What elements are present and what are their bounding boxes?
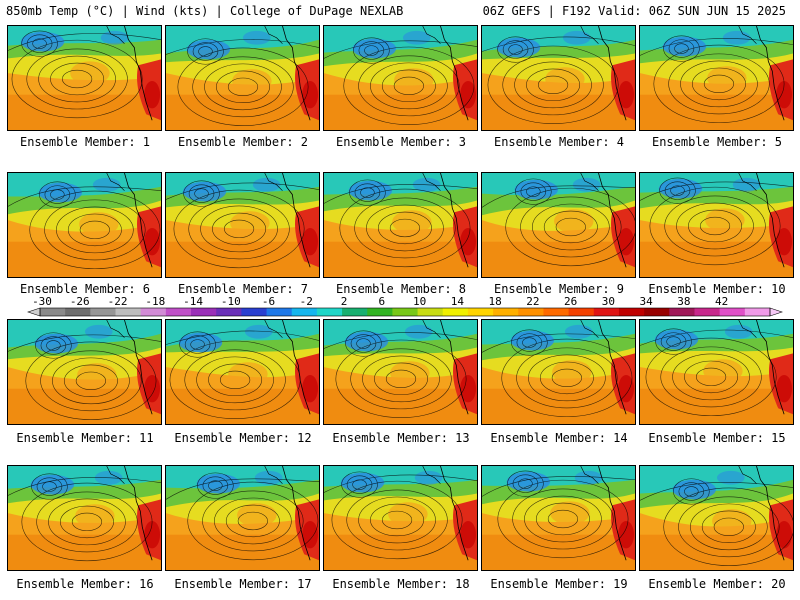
colorbar-tick-label: -22 [107, 295, 128, 308]
member-caption-1: Ensemble Member: 1 [19, 135, 151, 149]
member-map-6 [7, 172, 162, 278]
member-map-2 [165, 25, 320, 131]
colorbar-swatch [618, 308, 645, 316]
colorbar-swatch [744, 308, 771, 316]
colorbar-tick-label: 6 [378, 295, 386, 308]
colorbar-tick-label: 42 [715, 295, 729, 308]
colorbar-tick-label: -26 [69, 295, 90, 308]
member-map-5 [639, 25, 794, 131]
member-map-16 [7, 465, 162, 571]
member-map-15 [639, 319, 794, 425]
member-caption-5: Ensemble Member: 5 [651, 135, 783, 149]
colorbar-tick-label: 2 [340, 295, 348, 308]
colorbar-tick-label: 30 [601, 295, 615, 308]
colorbar-swatch [342, 308, 368, 316]
member-map-4 [481, 25, 636, 131]
member-caption-7: Ensemble Member: 7 [177, 282, 309, 296]
colorbar-swatch [467, 308, 494, 316]
colorbar-swatch [493, 308, 519, 316]
member-caption-18: Ensemble Member: 18 [332, 577, 470, 591]
colorbar-low-arrow [27, 307, 41, 317]
colorbar-swatch [694, 308, 721, 316]
member-map-10 [639, 172, 794, 278]
member-caption-12: Ensemble Member: 12 [174, 431, 312, 445]
member-map-3 [323, 25, 478, 131]
member-map-7 [165, 172, 320, 278]
member-caption-17: Ensemble Member: 17 [174, 577, 312, 591]
colorbar-swatch [669, 308, 695, 316]
colorbar-high-arrow [769, 307, 783, 317]
member-caption-6: Ensemble Member: 6 [19, 282, 151, 296]
member-caption-13: Ensemble Member: 13 [332, 431, 470, 445]
colorbar-tick-label: 38 [677, 295, 691, 308]
colorbar-tick-label: 26 [563, 295, 578, 308]
member-caption-11: Ensemble Member: 11 [16, 431, 154, 445]
member-map-8 [323, 172, 478, 278]
member-caption-8: Ensemble Member: 8 [335, 282, 467, 296]
colorbar-swatch [719, 308, 746, 316]
colorbar-swatch [140, 308, 167, 316]
member-map-13 [323, 319, 478, 425]
colorbar-swatch [115, 308, 142, 316]
colorbar-swatch [442, 308, 469, 316]
colorbar-swatch [518, 308, 544, 316]
header-title: 850mb Temp (°C) | Wind (kts) | College o… [6, 4, 404, 18]
colorbar-tick-label: 22 [526, 295, 540, 308]
colorbar-swatch [165, 308, 192, 316]
member-caption-2: Ensemble Member: 2 [177, 135, 309, 149]
colorbar-tick-label: 14 [450, 295, 464, 308]
member-caption-20: Ensemble Member: 20 [648, 577, 786, 591]
colorbar-tick-label: -10 [220, 295, 241, 308]
member-map-20 [639, 465, 794, 571]
colorbar-tick-label: 10 [412, 295, 427, 308]
member-caption-19: Ensemble Member: 19 [490, 577, 628, 591]
colorbar-tick-label: -6 [261, 295, 276, 308]
member-caption-15: Ensemble Member: 15 [648, 431, 786, 445]
colorbar-swatch [367, 308, 393, 316]
colorbar-swatch [316, 308, 343, 316]
colorbar-swatch [593, 308, 620, 316]
colorbar-tick-label: -18 [145, 295, 166, 308]
member-caption-9: Ensemble Member: 9 [493, 282, 625, 296]
temperature-colorbar [27, 307, 783, 317]
colorbar-swatch [392, 308, 419, 316]
colorbar-tick-label: 34 [639, 295, 653, 308]
member-map-17 [165, 465, 320, 571]
colorbar-swatch [266, 308, 293, 316]
member-caption-10: Ensemble Member: 10 [648, 282, 786, 296]
colorbar-tick-label: -2 [299, 295, 313, 308]
colorbar-swatch [241, 308, 268, 316]
colorbar-swatch [568, 308, 595, 316]
colorbar-swatch [191, 308, 217, 316]
colorbar-tick-label: 18 [488, 295, 502, 308]
colorbar-swatch [216, 308, 242, 316]
colorbar-swatch [65, 308, 91, 316]
member-map-11 [7, 319, 162, 425]
member-map-18 [323, 465, 478, 571]
member-map-9 [481, 172, 636, 278]
member-map-1 [7, 25, 162, 131]
member-map-14 [481, 319, 636, 425]
colorbar-swatch [291, 308, 318, 316]
colorbar-swatch [90, 308, 117, 316]
member-caption-16: Ensemble Member: 16 [16, 577, 154, 591]
member-map-12 [165, 319, 320, 425]
colorbar-labels: -30 -26 -22 -18 -14 -10 -6 -2 2 6 10 14 18 22 26 30 34 38… [0, 296, 800, 308]
header-valid-time: 06Z GEFS | F192 Valid: 06Z SUN JUN 15 20… [482, 4, 786, 18]
colorbar-tick-label: -30 [32, 295, 52, 308]
colorbar-swatch [644, 308, 670, 316]
member-caption-14: Ensemble Member: 14 [490, 431, 628, 445]
member-map-19 [481, 465, 636, 571]
member-caption-3: Ensemble Member: 3 [335, 135, 467, 149]
colorbar-swatch [417, 308, 444, 316]
colorbar-swatch [40, 308, 66, 316]
colorbar-tick-label: -14 [183, 295, 203, 308]
member-caption-4: Ensemble Member: 4 [493, 135, 625, 149]
colorbar-swatch [543, 308, 570, 316]
